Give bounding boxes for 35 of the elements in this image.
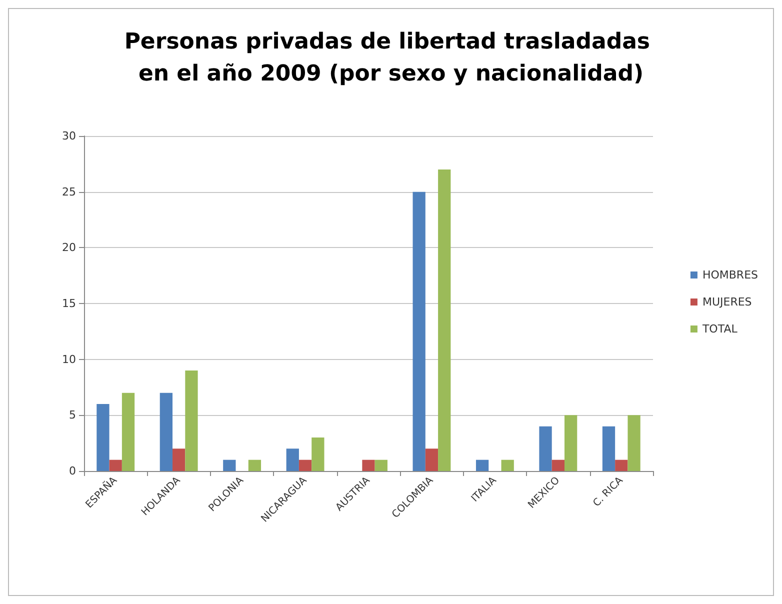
- bar: [602, 426, 616, 471]
- y-tick-label: 15: [62, 297, 76, 310]
- bar: [223, 460, 236, 471]
- bar: [438, 170, 451, 471]
- bar: [501, 460, 514, 471]
- chart-title: Personas privadas de libertad trasladadas en el año 2009 (por sexo y nacionalidad): [124, 30, 658, 86]
- legend-label: TOTAL: [701, 322, 738, 336]
- bar: [312, 438, 324, 471]
- bar: [425, 448, 438, 471]
- legend-label: HOMBRES: [702, 268, 758, 282]
- bar: [109, 460, 122, 471]
- bar: [185, 370, 198, 471]
- bar: [160, 392, 173, 471]
- bar: [539, 426, 552, 471]
- y-tick-label: 25: [62, 185, 76, 198]
- bar: [374, 460, 388, 471]
- y-tick-label: 30: [62, 130, 76, 142]
- bar: [172, 448, 186, 471]
- bar: [248, 460, 262, 471]
- bar: [298, 460, 312, 471]
- legend-label: MUJERES: [702, 296, 752, 308]
- bar: [476, 460, 489, 471]
- bar: [615, 460, 628, 471]
- y-tick-label: 10: [62, 352, 76, 366]
- y-tick-label: 20: [62, 241, 76, 254]
- bar: [286, 448, 299, 471]
- bar: [552, 460, 564, 471]
- bar: [412, 192, 426, 471]
- bar: [628, 415, 640, 471]
- bar: [362, 460, 375, 471]
- bar: [564, 415, 578, 471]
- y-tick-label: 5: [69, 408, 76, 422]
- y-tick-label: 0: [69, 464, 76, 478]
- bar: [96, 404, 110, 471]
- bar: [122, 392, 135, 471]
